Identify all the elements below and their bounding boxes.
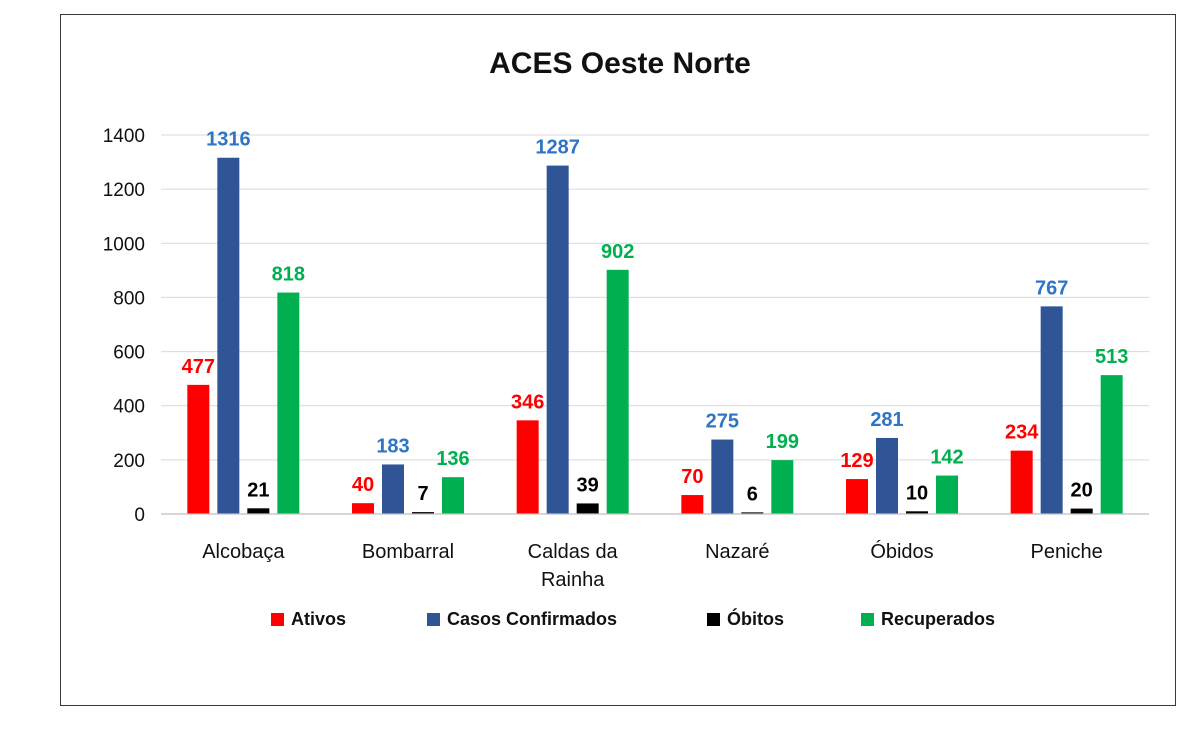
bar-ativos: [1010, 450, 1033, 514]
x-tick-label: Rainha: [541, 569, 605, 591]
data-label: 1316: [206, 129, 251, 151]
y-tick-label: 200: [113, 451, 145, 472]
bars: [187, 157, 1123, 515]
bar-casos-confirmados: [876, 437, 898, 514]
bar-casos-confirmados: [711, 439, 734, 514]
data-label: 275: [706, 411, 739, 433]
bar-recuperados: [442, 477, 464, 514]
data-label: 142: [930, 447, 963, 469]
x-tick-label: Nazaré: [705, 541, 769, 563]
legend-swatch: [707, 613, 720, 626]
data-label: 346: [511, 391, 544, 413]
data-label: 477: [182, 356, 215, 378]
data-label: 818: [272, 264, 305, 286]
bar-casos-confirmados: [382, 464, 404, 514]
bar-recuperados: [1100, 375, 1123, 514]
axes: 0 200 400 600 800 1000 1200 1400 Alcobaça Bombarr…: [103, 126, 1149, 591]
legend: Ativos Casos Confirmados Óbitos Recuperados: [271, 608, 995, 629]
bar-recuperados: [771, 460, 794, 514]
y-tick-label: 1000: [103, 234, 145, 255]
y-tick-label: 800: [113, 288, 145, 309]
y-tick-label: 0: [134, 505, 145, 526]
y-tick-label: 1400: [103, 126, 145, 147]
y-tick-label: 1200: [103, 180, 145, 201]
legend-label: Ativos: [291, 609, 346, 629]
legend-label: Óbitos: [727, 608, 784, 629]
bar--bitos: [741, 512, 764, 514]
legend-label: Recuperados: [881, 609, 995, 629]
data-label: 183: [376, 435, 409, 457]
x-tick-label: Bombarral: [362, 541, 454, 563]
x-tick-label: Alcobaça: [202, 541, 285, 563]
data-label: 136: [436, 448, 469, 470]
data-label: 129: [840, 450, 873, 472]
data-label: 767: [1035, 277, 1068, 299]
data-label: 199: [766, 431, 799, 453]
bar-ativos: [187, 384, 210, 514]
bar-recuperados: [606, 269, 629, 514]
x-tick-label: Óbidos: [870, 540, 933, 563]
chart-frame: 477 1316 21 818 40 183 7 136 346 1287 39 902 70 275 6 1…: [60, 14, 1176, 706]
data-label: 40: [352, 474, 374, 496]
chart-title: ACES Oeste Norte: [489, 47, 751, 80]
data-label: 1287: [535, 137, 580, 159]
bar--bitos: [247, 508, 270, 514]
bar-casos-confirmados: [1040, 306, 1063, 514]
bar-ativos: [352, 503, 374, 514]
data-label: 281: [870, 409, 903, 431]
y-tick-label: 400: [113, 397, 145, 418]
bar-ativos: [846, 479, 868, 514]
bar-ativos: [681, 495, 704, 514]
bar--bitos: [576, 503, 599, 514]
data-label: 39: [577, 474, 599, 496]
x-tick-label: Caldas da: [528, 541, 619, 563]
legend-swatch: [427, 613, 440, 626]
data-label: 234: [1005, 422, 1039, 444]
gridlines: [161, 134, 1149, 515]
data-label: 902: [601, 241, 634, 263]
x-tick-label: Peniche: [1031, 541, 1103, 563]
data-label: 70: [681, 466, 703, 488]
bar-casos-confirmados: [546, 165, 569, 515]
data-label: 20: [1071, 480, 1093, 502]
bar-ativos: [516, 420, 539, 514]
legend-label: Casos Confirmados: [447, 609, 617, 629]
legend-swatch: [271, 613, 284, 626]
data-label: 6: [747, 483, 758, 505]
bar--bitos: [906, 511, 928, 514]
data-label: 21: [247, 479, 269, 501]
data-label: 7: [417, 483, 428, 505]
bar-recuperados: [277, 292, 300, 514]
bar--bitos: [412, 512, 434, 514]
data-label: 10: [906, 482, 928, 504]
legend-swatch: [861, 613, 874, 626]
data-label: 513: [1095, 346, 1128, 368]
bar--bitos: [1070, 508, 1093, 514]
bar-recuperados: [936, 475, 958, 514]
bar-casos-confirmados: [217, 157, 240, 515]
y-tick-label: 600: [113, 343, 145, 364]
